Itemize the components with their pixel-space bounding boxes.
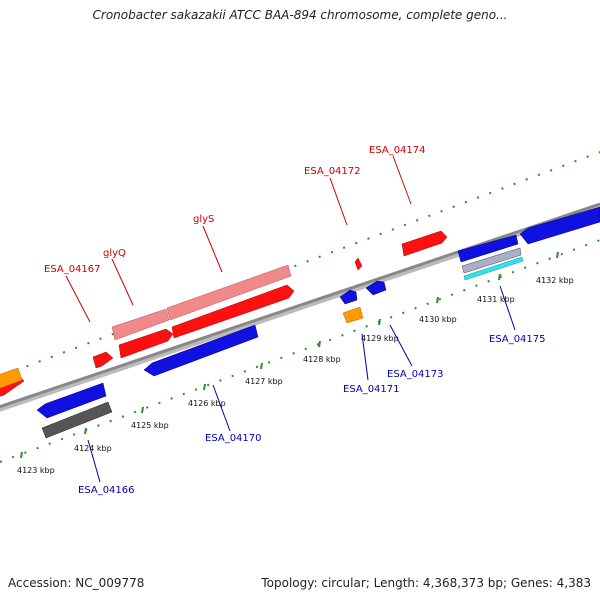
ruler-ticks	[20, 251, 559, 459]
gene-glyS-pink[interactable]	[166, 264, 292, 321]
gene-label[interactable]: ESA_04173	[387, 369, 444, 380]
forward-labels: ESA_04167 glyQ glyS ESA_04172 ESA_04174	[44, 145, 426, 275]
ruler-label: 4126 kbp	[188, 399, 226, 408]
gene-label[interactable]: ESA_04166	[78, 485, 135, 496]
ruler-label: 4124 kbp	[74, 444, 112, 453]
gene-label[interactable]: ESA_04170	[205, 433, 262, 444]
gene-glyS[interactable]	[171, 284, 295, 339]
gene-label[interactable]: ESA_04175	[489, 334, 546, 345]
genome-summary-text: Topology: circular; Length: 4,368,373 bp…	[261, 576, 591, 590]
backbone	[0, 202, 600, 409]
gene-label[interactable]: ESA_04171	[343, 384, 400, 395]
gene-glyQ-pink[interactable]	[111, 308, 170, 341]
forward-leaders	[65, 155, 412, 323]
gene-ESA_04170[interactable]	[143, 324, 259, 377]
ruler-label: 4129 kbp	[361, 334, 399, 343]
gene-ESA_04174[interactable]	[401, 230, 448, 257]
forward-genes	[0, 230, 448, 397]
gene-arrow-blue[interactable]	[519, 206, 600, 245]
forward-track	[0, 151, 600, 378]
gene-label[interactable]: glyS	[193, 214, 214, 225]
map-title: Cronobacter sakazakii ATCC BAA-894 chrom…	[92, 8, 508, 22]
reverse-genes	[0, 206, 600, 439]
gene-ESA_04175-cyan[interactable]	[463, 256, 524, 281]
gene-ESA_04175-gray[interactable]	[461, 247, 522, 274]
ruler-label: 4125 kbp	[131, 421, 169, 430]
ruler-label: 4131 kbp	[477, 295, 515, 304]
ruler-label: 4128 kbp	[303, 355, 341, 364]
gene-ESA_04173[interactable]	[365, 280, 387, 296]
gene-ESA_04166[interactable]	[41, 401, 113, 439]
gene-label[interactable]: ESA_04172	[304, 166, 361, 177]
ruler-labels: 4123 kbp 4124 kbp 4125 kbp 4126 kbp 4127…	[17, 276, 574, 475]
gene-ESA_04171[interactable]	[342, 306, 364, 324]
gene-ESA_04171-blue[interactable]	[339, 289, 358, 305]
ruler-label: 4132 kbp	[536, 276, 574, 285]
reverse-leaders	[87, 285, 516, 483]
gene-ESA_04166-blue[interactable]	[36, 382, 107, 419]
reverse-labels: ESA_04166 ESA_04170 ESA_04171 ESA_04173 …	[78, 334, 546, 496]
accession-text: Accession: NC_009778	[8, 576, 145, 590]
gene-arrow-orange[interactable]	[0, 367, 23, 390]
gene-arrow-forward[interactable]	[92, 351, 114, 369]
gene-label[interactable]: ESA_04174	[369, 145, 426, 156]
gene-glyQ[interactable]	[118, 328, 174, 359]
ruler-label: 4123 kbp	[17, 466, 55, 475]
gene-label[interactable]: glyQ	[103, 248, 126, 259]
gene-label[interactable]: ESA_04167	[44, 264, 101, 275]
ruler-label: 4127 kbp	[245, 377, 283, 386]
ruler-label: 4130 kbp	[419, 315, 457, 324]
gene-ESA_04172[interactable]	[354, 257, 363, 271]
gene-ESA_04175-blue[interactable]	[457, 234, 519, 263]
